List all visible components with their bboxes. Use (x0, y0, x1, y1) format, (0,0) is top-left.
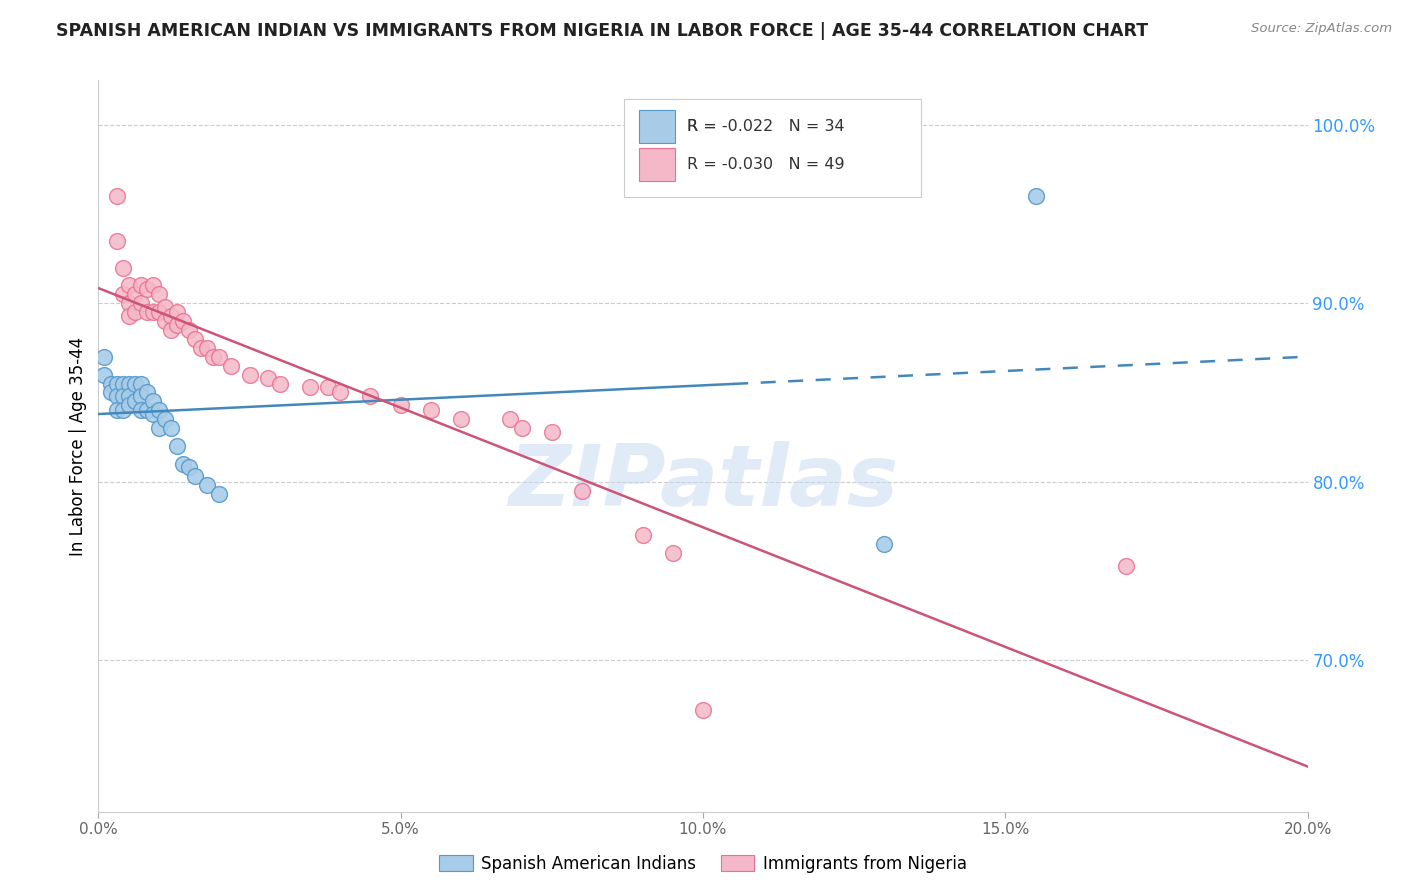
Point (450, 412, 472, 426)
Point (142, 305, 165, 319)
Point (329, 385, 352, 400)
Point (129, 389, 152, 403)
Point (195, 341, 218, 355)
Point (661, 546, 683, 560)
Point (148, 421, 170, 435)
Point (100, 376, 122, 391)
Point (184, 469, 207, 483)
Point (135, 305, 157, 319)
Point (148, 287, 170, 301)
Point (1024, 189, 1046, 203)
Point (269, 376, 291, 391)
Point (129, 403, 152, 417)
Point (118, 389, 141, 403)
Point (160, 323, 183, 337)
Point (124, 376, 146, 391)
Point (510, 421, 533, 435)
Point (142, 407, 165, 421)
Text: R =: R = (688, 119, 723, 134)
Point (184, 332, 207, 346)
Point (135, 282, 157, 296)
Point (631, 528, 654, 542)
Point (124, 305, 146, 319)
Point (93, 350, 115, 364)
Point (124, 394, 146, 409)
Point (190, 341, 212, 355)
Point (316, 380, 339, 394)
Point (239, 368, 262, 382)
Point (148, 305, 170, 319)
Point (360, 389, 382, 403)
Point (389, 398, 412, 412)
Text: SPANISH AMERICAN INDIAN VS IMMIGRANTS FROM NIGERIA IN LABOR FORCE | AGE 35-44 CO: SPANISH AMERICAN INDIAN VS IMMIGRANTS FR… (56, 22, 1149, 40)
Point (299, 380, 322, 394)
Point (118, 309, 141, 323)
Point (105, 376, 128, 391)
Point (105, 189, 128, 203)
Point (1115, 558, 1137, 573)
Point (172, 457, 194, 471)
Point (118, 398, 141, 412)
Point (118, 376, 141, 391)
FancyBboxPatch shape (624, 99, 921, 197)
Point (142, 278, 165, 293)
Point (135, 385, 157, 400)
Point (571, 483, 593, 498)
Point (118, 296, 141, 310)
Point (135, 403, 157, 417)
Point (179, 460, 201, 475)
Point (179, 323, 201, 337)
Point (153, 314, 176, 328)
FancyBboxPatch shape (638, 110, 675, 143)
Point (221, 359, 243, 373)
Point (100, 385, 122, 400)
Text: ZIPatlas: ZIPatlas (508, 441, 898, 524)
Point (129, 278, 152, 293)
Point (873, 537, 896, 551)
Point (540, 425, 562, 439)
Legend: Spanish American Indians, Immigrants from Nigeria: Spanish American Indians, Immigrants fro… (433, 848, 973, 880)
FancyBboxPatch shape (638, 148, 675, 181)
Point (160, 421, 183, 435)
Point (124, 287, 146, 301)
Point (498, 412, 520, 426)
Point (166, 439, 188, 453)
Text: R = -0.022   N = 34: R = -0.022 N = 34 (688, 119, 845, 134)
Point (111, 376, 134, 391)
Point (166, 305, 188, 319)
Text: Source: ZipAtlas.com: Source: ZipAtlas.com (1251, 22, 1392, 36)
Point (160, 309, 183, 323)
Point (166, 318, 188, 332)
Point (256, 371, 278, 385)
Point (105, 234, 128, 248)
Point (93, 368, 115, 382)
Point (208, 487, 231, 501)
Point (142, 394, 165, 409)
Point (111, 389, 134, 403)
Point (129, 376, 152, 391)
Point (153, 412, 176, 426)
Point (208, 350, 231, 364)
Point (111, 403, 134, 417)
Point (118, 278, 141, 293)
Point (111, 287, 134, 301)
Point (202, 350, 225, 364)
Point (153, 300, 176, 314)
Point (111, 260, 134, 275)
Point (172, 314, 194, 328)
Point (692, 703, 714, 717)
Y-axis label: In Labor Force | Age 35-44: In Labor Force | Age 35-44 (69, 336, 87, 556)
Point (195, 478, 218, 492)
Point (105, 403, 128, 417)
Point (105, 389, 128, 403)
Point (148, 403, 170, 417)
Text: R = -0.030   N = 49: R = -0.030 N = 49 (688, 157, 845, 172)
Point (129, 296, 152, 310)
Point (420, 403, 443, 417)
